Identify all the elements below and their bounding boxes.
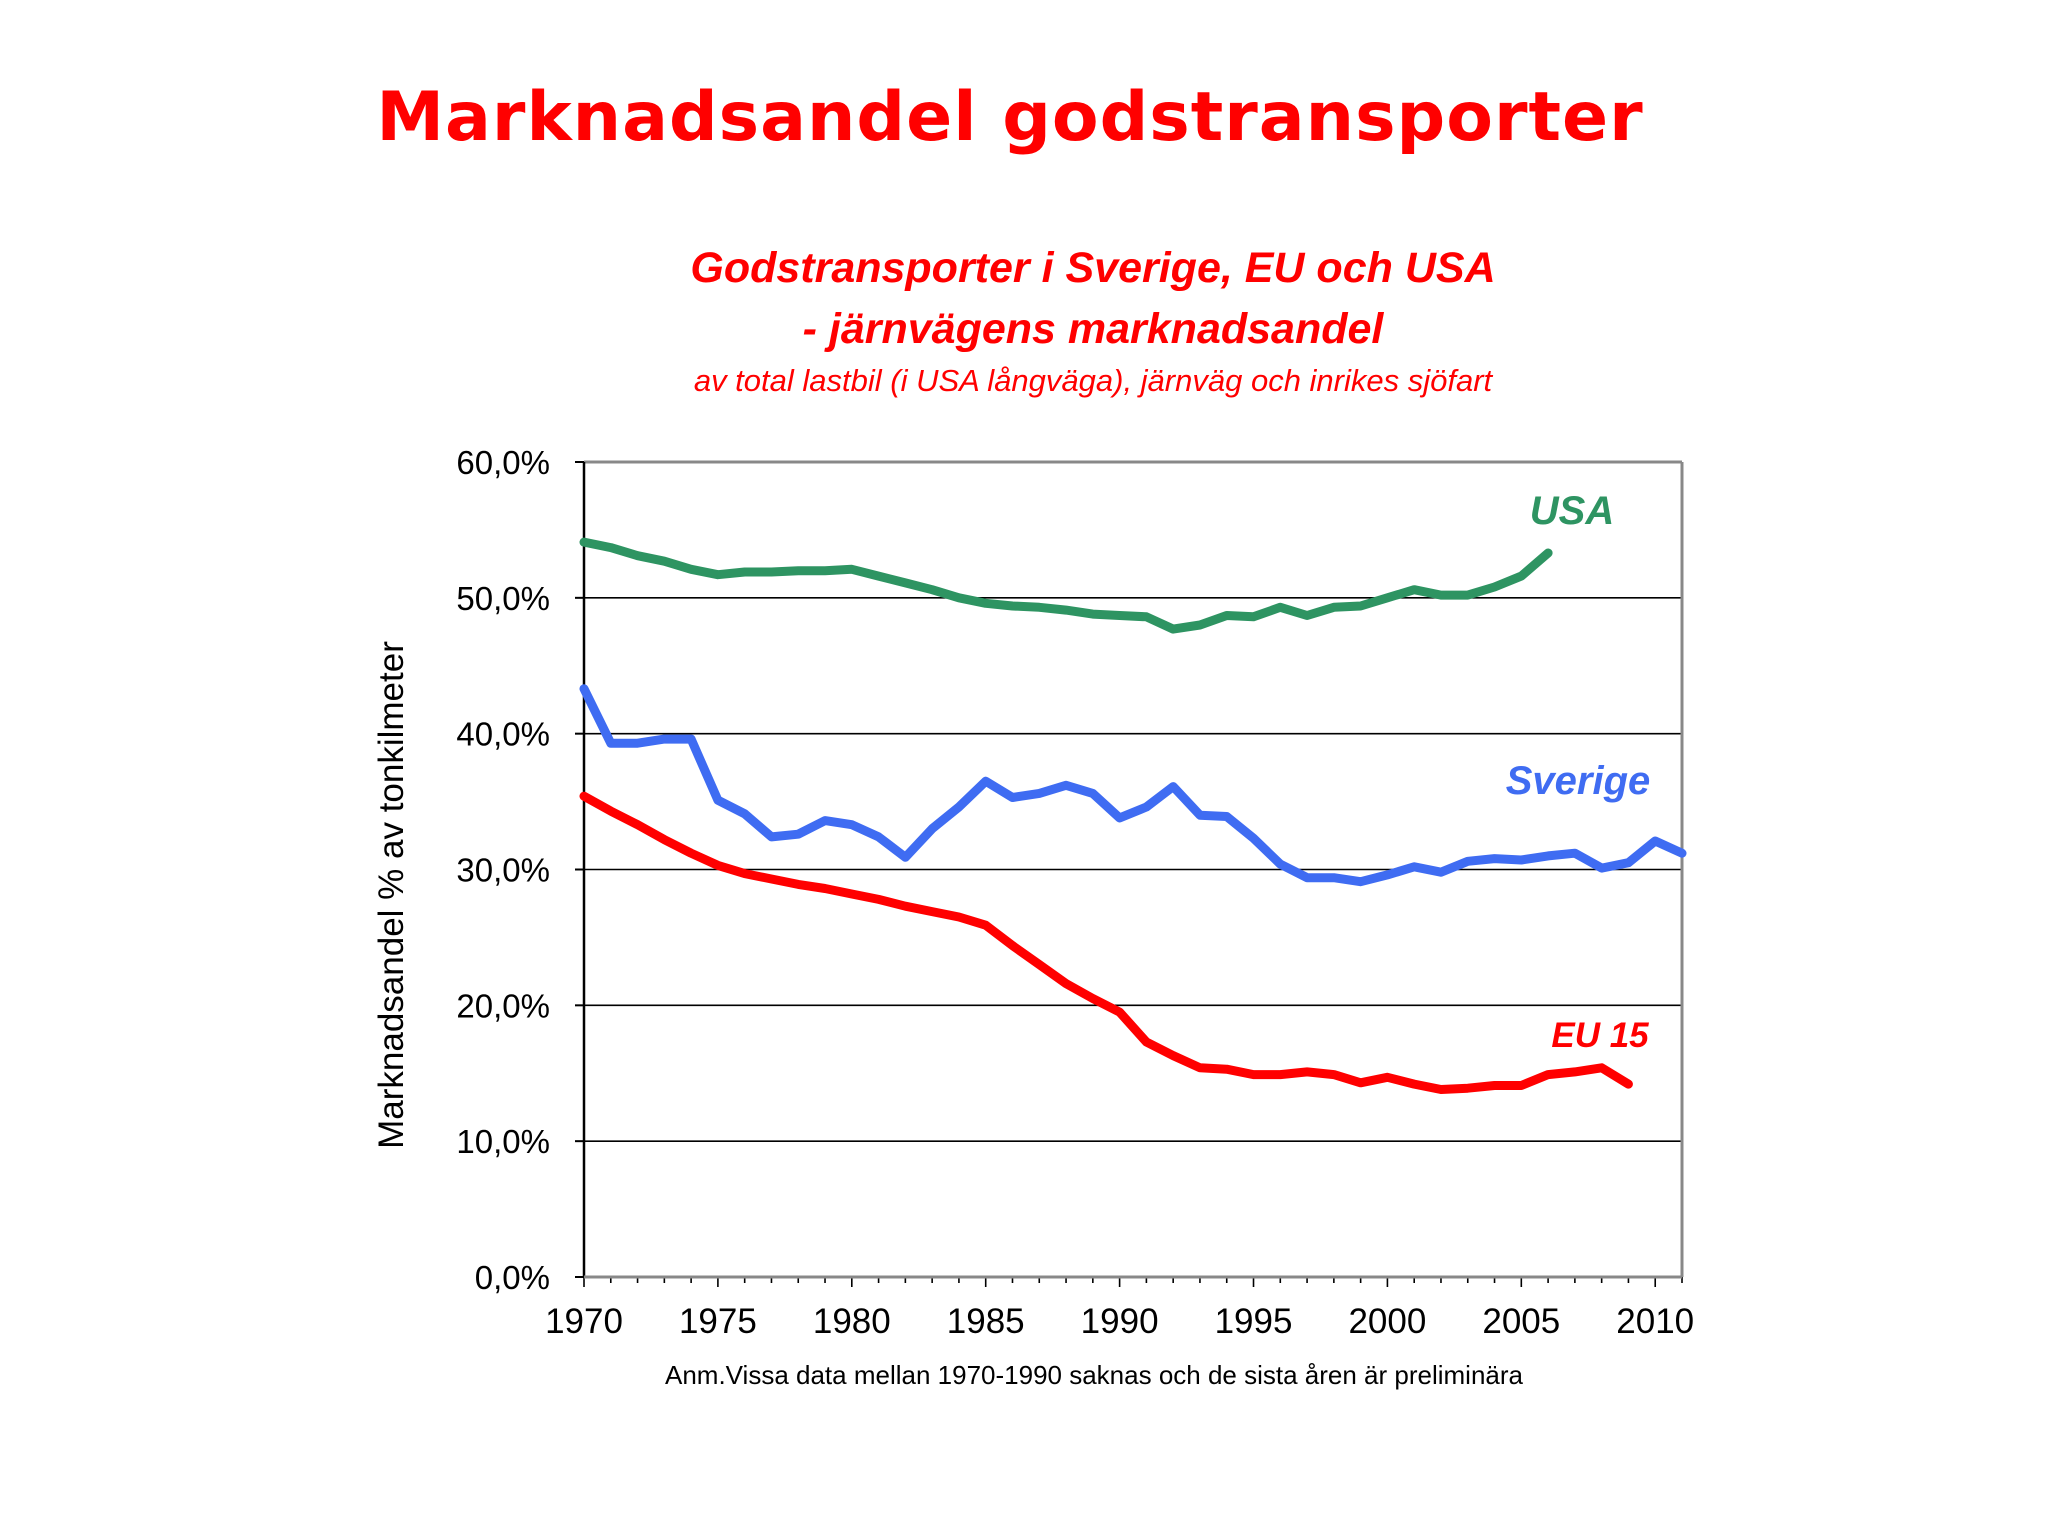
chart-title-line-1: Godstransporter i Sverige, EU och USA bbox=[690, 244, 1495, 292]
x-tick-labels: 1970 1975 1980 1985 1990 1995 2000 2005 2010 bbox=[545, 1302, 1694, 1341]
series-label-usa: USA bbox=[1530, 489, 1614, 533]
series-line-eu-15 bbox=[579, 791, 1633, 1094]
x-tick-label: 1990 bbox=[1081, 1302, 1159, 1341]
y-tick-label: 50,0% bbox=[456, 580, 550, 617]
y-tick-label: 30,0% bbox=[456, 852, 550, 889]
x-tick-label: 2010 bbox=[1616, 1302, 1694, 1341]
x-tick-label: 1995 bbox=[1215, 1302, 1293, 1341]
y-axis-label: Marknadsandel % av tonkilmeter bbox=[372, 641, 411, 1149]
plot-frame bbox=[582, 460, 1684, 1279]
x-tick-label: 1975 bbox=[679, 1302, 757, 1341]
y-tick-label: 0,0% bbox=[475, 1259, 550, 1296]
x-tick-label: 1970 bbox=[545, 1302, 623, 1341]
x-tick-label: 1985 bbox=[947, 1302, 1025, 1341]
y-tick-labels: 0,0% 10,0% 20,0% 30,0% 40,0% 50,0% 60,0% bbox=[456, 444, 550, 1296]
chart-subtitle: av total lastbil (i USA långväga), järnv… bbox=[694, 363, 1494, 398]
series-line-sverige bbox=[579, 684, 1687, 887]
y-tick-label: 40,0% bbox=[456, 716, 550, 753]
series-label-eu-15: EU 15 bbox=[1551, 1016, 1649, 1055]
chart-title-line-2: - järnvägens marknadsandel bbox=[803, 305, 1385, 353]
x-tick-label: 1980 bbox=[813, 1302, 891, 1341]
chart-footnote: Anm.Vissa data mellan 1970-1990 saknas o… bbox=[665, 1360, 1524, 1390]
series-labels: USA Sverige EU 15 bbox=[1506, 489, 1651, 1055]
chart-title: Godstransporter i Sverige, EU och USA - … bbox=[690, 244, 1495, 398]
gridlines bbox=[575, 461, 1683, 1287]
series-lines bbox=[579, 537, 1687, 1094]
series-line-usa bbox=[579, 537, 1553, 634]
y-tick-label: 20,0% bbox=[456, 987, 550, 1024]
x-tick-label: 2000 bbox=[1348, 1302, 1426, 1341]
y-tick-label: 60,0% bbox=[456, 444, 550, 481]
x-tick-label: 2005 bbox=[1482, 1302, 1560, 1341]
y-tick-label: 10,0% bbox=[456, 1123, 550, 1160]
slide-title: Marknadsandel godstransporter bbox=[376, 78, 1644, 157]
series-label-sverige: Sverige bbox=[1506, 759, 1651, 803]
